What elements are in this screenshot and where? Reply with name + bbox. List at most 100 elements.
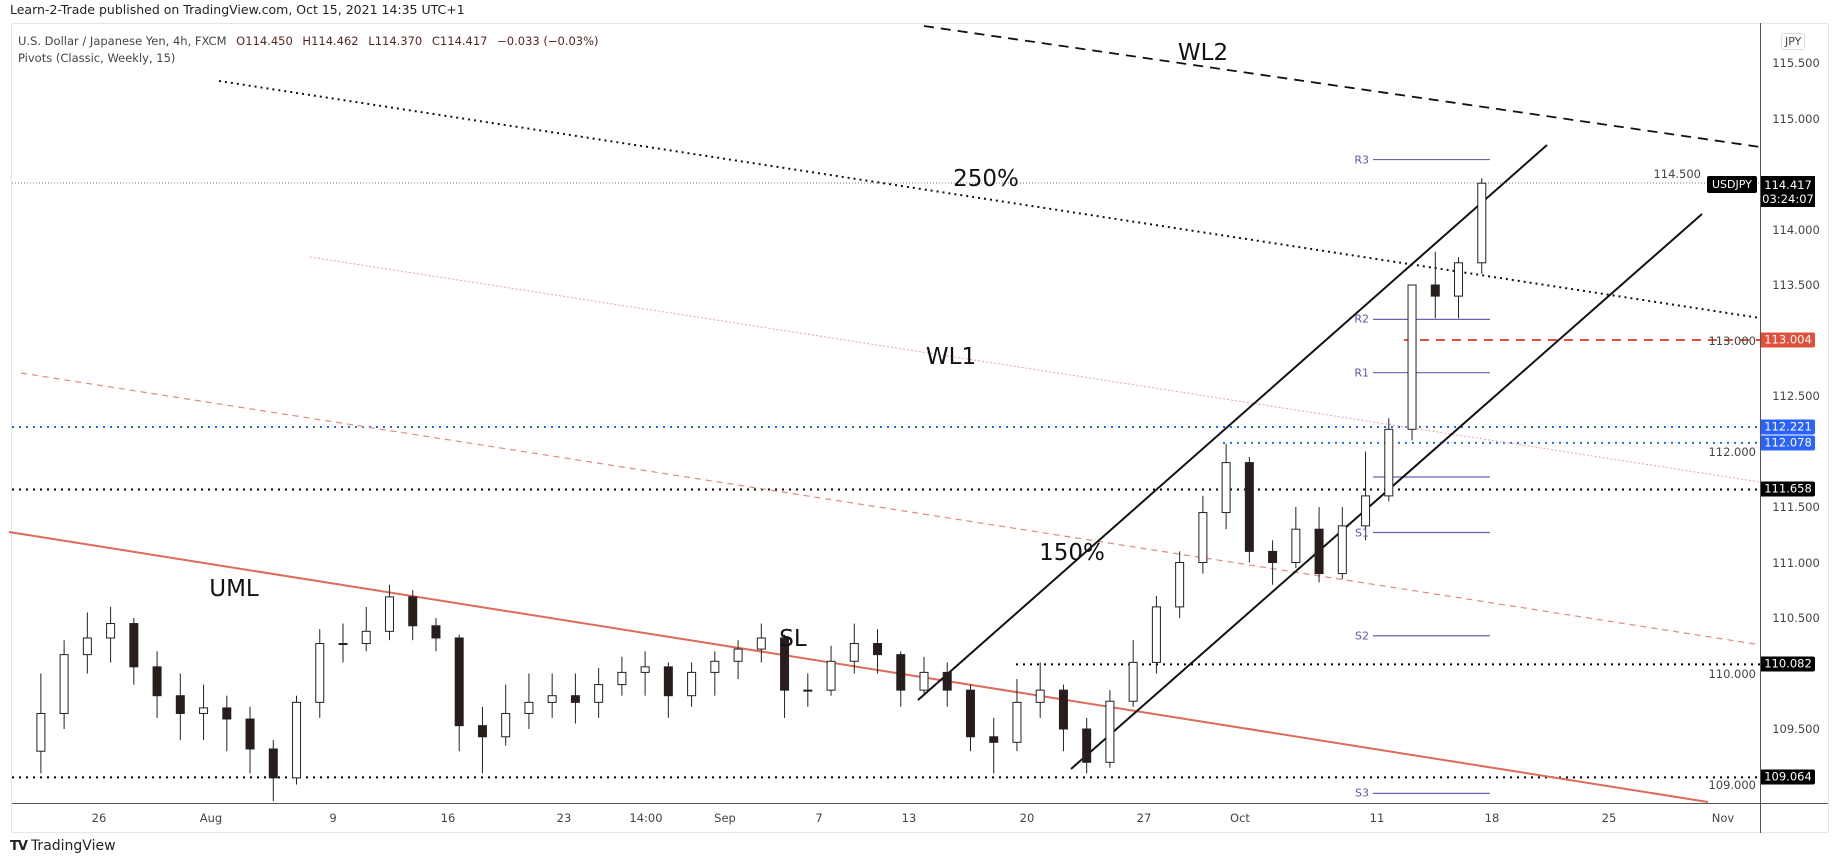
candle [1198,495,1208,574]
candle-body [663,666,673,697]
candle [942,662,952,707]
time-tick: 11 [1369,811,1385,825]
candle-body [547,695,557,703]
candle-body [36,712,46,752]
candle [826,645,836,696]
price-tick: 114.000 [1772,222,1820,237]
candle [733,640,743,680]
candle-body [1454,262,1464,297]
uml-label: UML [209,576,259,602]
pivot-label: R3 [1354,153,1369,167]
candle-body [756,637,766,650]
candle [594,667,604,718]
candle-body [919,671,929,691]
pivot-label: S2 [1355,629,1369,643]
price-tick: 111.000 [1772,555,1820,570]
candle-body [129,623,139,668]
candle-body [1291,528,1301,564]
candle [803,673,813,707]
candle [36,673,46,774]
candle-body [1105,700,1115,763]
channel-upper-line [917,144,1548,701]
candle-body [803,689,813,692]
indicator-legend[interactable]: Pivots (Classic, Weekly, 15) [18,51,176,65]
candle-body [896,654,906,691]
tradingview-logo[interactable]: TV TradingView [10,838,116,854]
level-price-label: 109.064 [1761,769,1815,785]
currency-label[interactable]: JPY [1781,33,1806,50]
candle-body [59,654,69,714]
candle [1291,507,1301,569]
candle-body [849,643,859,662]
price-tick: 111.500 [1772,500,1820,514]
pivot-label: R2 [1354,312,1369,326]
candles [36,178,1487,802]
candle [1082,717,1092,774]
price-tick: 109.500 [1772,722,1820,736]
candle [1430,251,1440,319]
time-tick: 13 [901,811,917,825]
level-price-label: 111.658 [1761,481,1815,497]
candle-body [152,666,162,697]
level-price-label: 113.004 [1761,332,1815,348]
candle [315,629,325,718]
symbol-tag: USDJPY [1707,176,1757,193]
candle [222,695,232,752]
bar-countdown: 03:24:07 [1762,192,1814,206]
candle-body [687,671,697,697]
candle [919,656,929,696]
price-tick: 114.500 [1653,167,1701,181]
symbol-name: U.S. Dollar / Japanese Yen, 4h, FXCM [18,34,227,48]
candle-body [361,630,371,645]
candle [268,740,278,802]
candle [756,623,766,663]
candle [152,651,162,718]
logo-mark-icon: TV [10,839,28,854]
publish-info: Learn-2-Trade published on TradingView.c… [10,2,465,17]
candle [454,634,464,752]
candle-body [106,623,116,639]
candle-body [384,596,394,632]
candle-body [82,637,92,656]
price-tick: 113.500 [1772,278,1820,292]
candle [361,606,371,652]
candle [1151,595,1161,674]
candle [477,706,487,774]
candle-body [1175,562,1185,608]
candle-body [1268,550,1278,564]
time-tick: 25 [1601,811,1617,825]
candle [896,651,906,707]
pct150-line [20,372,1756,645]
candle-body [1407,284,1417,430]
uml-line [8,531,1709,803]
candle-body [826,660,836,691]
wl2-line [923,25,1761,148]
candle [1454,257,1464,319]
candle-body [1314,528,1324,575]
time-tick: 7 [815,811,823,825]
time-tick: 9 [329,811,337,825]
candle [1407,284,1417,441]
candle-body [989,736,999,743]
price-tick: 115.000 [1772,111,1820,126]
time-tick: 16 [440,811,456,825]
candle [1105,690,1115,768]
price-tick: 112.000 [1708,444,1756,459]
candle [1035,662,1045,718]
candle [175,673,185,741]
symbol-legend: U.S. Dollar / Japanese Yen, 4h, FXCM O11… [18,34,599,48]
candle [1361,451,1371,541]
candle-body [315,643,325,703]
candle-body [338,643,348,646]
time-tick: Aug [199,811,223,825]
time-tick: 20 [1019,811,1035,825]
candle-body [710,660,720,673]
candle-body [1477,182,1487,264]
candle-body [245,718,255,750]
chart-frame [11,23,1829,833]
price-tick: 115.500 [1772,56,1820,70]
time-tick: 26 [91,811,107,825]
time-tick: 18 [1484,811,1500,825]
candle [640,651,650,696]
